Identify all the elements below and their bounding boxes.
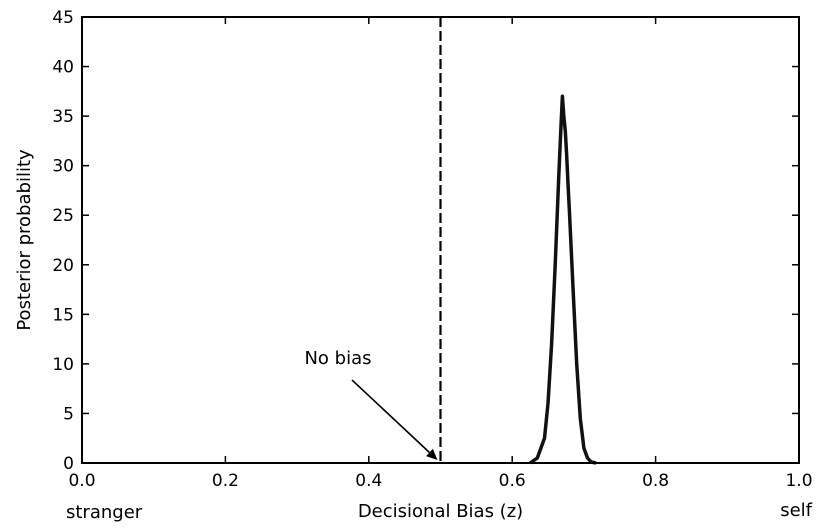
y-tick-label: 35 (52, 107, 74, 127)
x-axis-label: Decisional Bias (z) (358, 501, 523, 522)
plot-frame (81, 16, 800, 464)
x-tick-label: 0.2 (212, 471, 239, 491)
y-tick-label: 10 (52, 355, 74, 375)
no-bias-annotation: No bias (304, 348, 371, 369)
x-tick-label: 0.4 (355, 471, 382, 491)
y-tick-label: 5 (63, 404, 74, 424)
x-axis-right-end-label: self (780, 500, 812, 521)
x-tick-label: 0.8 (642, 471, 669, 491)
y-tick-label: 40 (52, 58, 74, 78)
series-layer (529, 94, 597, 465)
y-tick-label: 45 (52, 8, 74, 28)
y-tick-label: 15 (52, 305, 74, 325)
y-tick-label: 0 (63, 454, 74, 474)
arrow-shaft (351, 379, 431, 454)
y-tick-label: 25 (52, 206, 74, 226)
y-tick-label: 30 (52, 157, 74, 177)
posterior-series-line (529, 94, 597, 465)
no-bias-arrow (351, 379, 438, 460)
ticks-layer: 0 5 10 15 20 25 30 35 40 45 0.0 0.2 0.4 0.6 0.8 1.0 (52, 8, 812, 491)
x-tick-label: 0.6 (499, 471, 526, 491)
y-tick-label: 20 (52, 256, 74, 276)
x-tick-label: 1.0 (785, 471, 812, 491)
x-axis-left-end-label: stranger (66, 502, 143, 523)
x-tick-label: 0.0 (68, 471, 95, 491)
y-axis-label: Posterior probability (14, 149, 35, 331)
arrow-head (426, 448, 438, 460)
